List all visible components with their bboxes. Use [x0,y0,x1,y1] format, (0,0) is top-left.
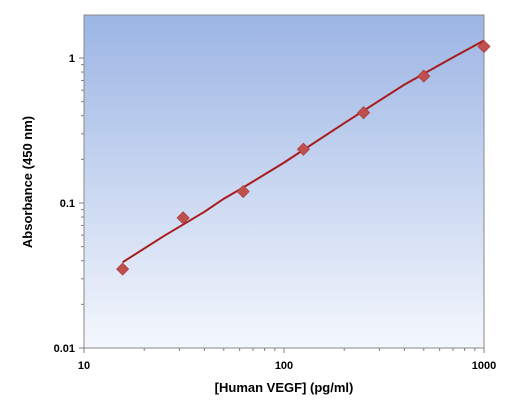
x-tick-label: 10 [78,360,90,372]
fit-curve [122,39,485,264]
y-tick-label: 0.1 [60,198,75,210]
data-point [236,184,250,199]
x-tick-label: 1000 [472,360,496,372]
y-tick-label: 0.01 [54,343,75,355]
data-point [176,211,190,225]
x-tick-label: 100 [275,360,293,372]
data-point [357,106,371,120]
data-point [417,69,431,83]
x-axis: 10 100 1000 [78,348,496,372]
fit-layer [122,39,485,264]
plot-area [83,14,485,349]
y-axis-title: Absorbance (450 nm) [20,116,35,248]
x-axis-title: [Human VEGF] (pg/ml) [215,380,354,395]
y-axis: 0.01 0.1 1 [54,53,84,355]
data-point [477,39,491,54]
y-tick-label: 1 [69,53,75,65]
data-point [116,262,130,276]
points-layer [116,39,491,276]
data-point [296,142,310,156]
